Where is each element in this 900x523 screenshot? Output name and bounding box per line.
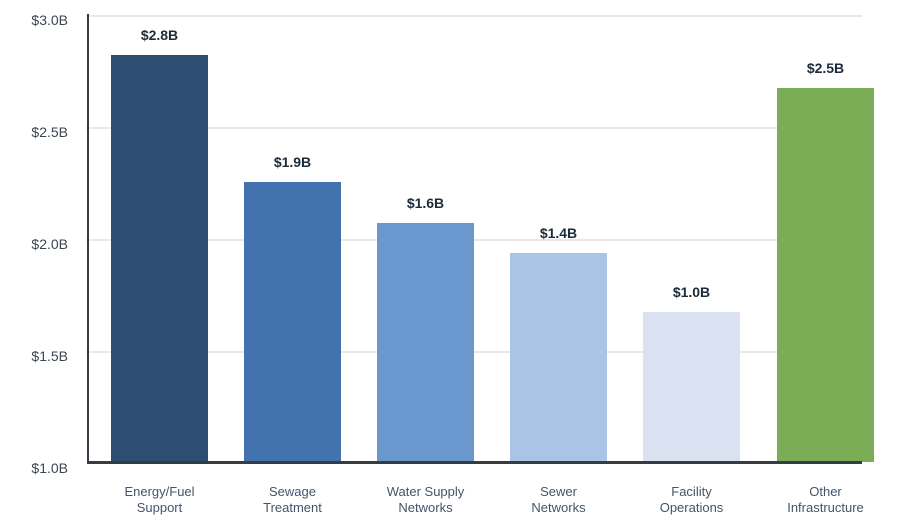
- bar-value-label-sewage-treatment: $1.9B: [273, 154, 312, 170]
- category-label-line1: Other: [809, 484, 842, 499]
- bar-value-label-other-infrastructure: $2.5B: [806, 60, 845, 76]
- category-label-line1: Sewage: [269, 484, 316, 499]
- category-label-line2: Operations: [659, 500, 724, 515]
- bar-energy-fuel-support: [111, 55, 208, 462]
- gridline: [86, 127, 862, 129]
- category-label-energy-fuel-support: Energy/Fuel Support: [91, 484, 228, 516]
- bar-other-infrastructure: [777, 88, 874, 462]
- category-label-line1: Sewer: [540, 484, 577, 499]
- category-label-line2: Infrastructure: [787, 500, 864, 515]
- y-tick-label: $1.5B: [31, 348, 68, 364]
- category-label-other-infrastructure: Other Infrastructure: [757, 484, 894, 516]
- bar-value-label-water-supply-networks: $1.6B: [406, 195, 445, 211]
- bar-water-supply-networks: [377, 223, 474, 462]
- bar-facility-operations: [643, 312, 740, 462]
- category-label-sewage-treatment: Sewage Treatment: [224, 484, 361, 516]
- category-label-line2: Support: [136, 500, 183, 515]
- category-label-line2: Networks: [398, 500, 453, 515]
- category-label-line1: Energy/Fuel: [124, 484, 195, 499]
- category-label-facility-operations: Facility Operations: [623, 484, 760, 516]
- y-axis-line: [87, 14, 89, 464]
- bar-sewage-treatment: [244, 182, 341, 462]
- category-label-sewer-networks: Sewer Networks: [490, 484, 627, 516]
- y-tick-label: $2.5B: [31, 124, 68, 140]
- gridline: [86, 239, 862, 241]
- bar-value-label-energy-fuel-support: $2.8B: [140, 27, 179, 43]
- y-tick-label: $1.0B: [31, 460, 68, 476]
- category-label-line1: Facility: [671, 484, 712, 499]
- category-label-line1: Water Supply: [386, 484, 465, 499]
- x-axis-line: [87, 461, 862, 464]
- bar-value-label-facility-operations: $1.0B: [672, 284, 711, 300]
- category-label-water-supply-networks: Water Supply Networks: [357, 484, 494, 516]
- gridline: [86, 15, 862, 17]
- category-label-line2: Treatment: [263, 500, 322, 515]
- gridline: [86, 351, 862, 353]
- category-label-line2: Networks: [531, 500, 586, 515]
- y-tick-label: $2.0B: [31, 236, 68, 252]
- y-tick-label: $3.0B: [31, 12, 68, 28]
- bar-value-label-sewer-networks: $1.4B: [539, 225, 578, 241]
- bar-sewer-networks: [510, 253, 607, 462]
